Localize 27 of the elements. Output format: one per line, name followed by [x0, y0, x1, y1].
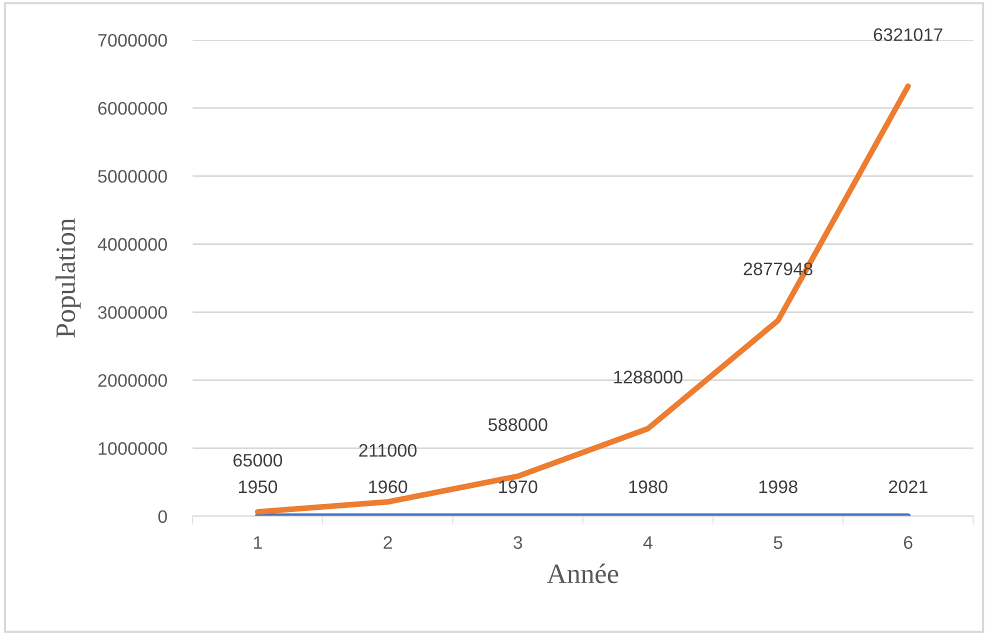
x-tick-label: 1: [254, 536, 262, 549]
data-label: 1960: [369, 480, 408, 494]
y-tick-label: 3000000: [98, 306, 167, 319]
data-label: 588000: [488, 418, 548, 432]
y-tick-label: 0: [158, 510, 167, 523]
x-axis-title: Année: [546, 564, 618, 584]
y-tick-label: 5000000: [98, 170, 167, 183]
y-tick-label: 7000000: [98, 34, 167, 47]
data-label: 211000: [359, 444, 417, 457]
y-axis-title: Population: [56, 218, 81, 338]
data-label: 1970: [499, 480, 538, 494]
x-tick-label: 2: [384, 536, 392, 549]
y-tick-label: 4000000: [98, 238, 167, 251]
x-tick-label: 5: [774, 536, 782, 549]
data-label: 1998: [759, 480, 798, 494]
x-tick-label: 6: [904, 536, 912, 549]
data-label: 1950: [239, 480, 278, 494]
data-label: 1980: [629, 480, 668, 494]
y-tick-label: 2000000: [98, 374, 167, 387]
x-tick-label: 3: [514, 536, 522, 549]
data-label: 2021: [888, 480, 928, 494]
data-label: 1288000: [614, 370, 682, 384]
y-tick-label: 6000000: [98, 102, 167, 115]
data-label: 65000: [234, 454, 282, 467]
data-label: 6321017: [874, 28, 942, 42]
x-tick-label: 4: [643, 536, 652, 549]
y-tick-label: 1000000: [98, 442, 167, 455]
